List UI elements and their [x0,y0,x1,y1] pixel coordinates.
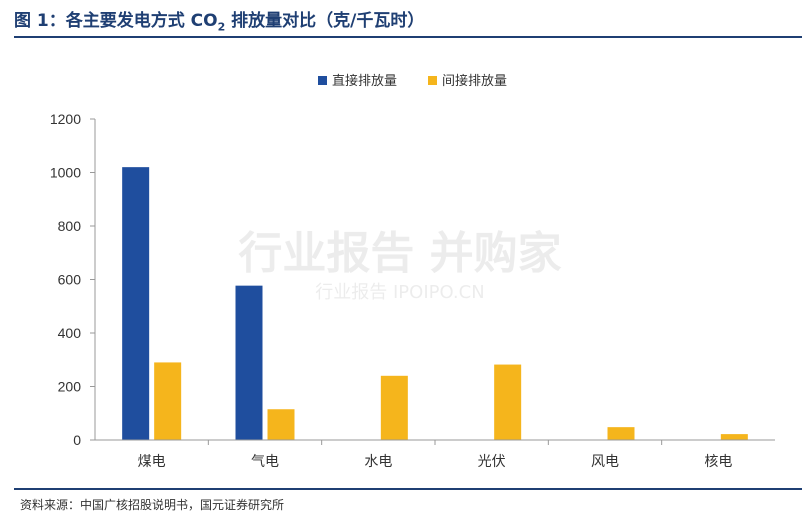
y-tick-label: 0 [73,432,81,448]
y-tick-label: 400 [58,325,82,341]
x-category-label: 气电 [251,454,279,470]
source-note: 资料来源：中国广核招股说明书，国元证券研究所 [20,498,285,512]
figure-title-subscript: 2 [217,20,226,34]
x-category-label: 光伏 [478,454,506,470]
x-category-label: 煤电 [138,454,166,470]
title-rule [14,36,802,38]
bar-indirect [154,362,182,440]
y-tick-label: 600 [58,272,82,288]
chart-legend: 直接排放量 间接排放量 [318,73,507,89]
x-axis: 煤电 气电 水电 光伏 风电 核电 [95,439,775,470]
legend-swatch-1 [428,76,437,85]
x-category-label: 水电 [364,454,392,470]
figure-title-prefix: 图 1：各主要发电方式 CO [14,11,218,31]
y-axis: 0 200 400 600 800 1000 1200 [50,111,96,448]
source-rule [14,488,802,490]
bar-indirect [720,434,748,440]
watermark-main: 行业报告 并购家 [238,228,561,279]
bar-direct [122,167,150,440]
legend-swatch-0 [318,76,327,85]
watermark-sub: 行业报告 IPOIPO.CN [315,282,484,303]
bar-indirect [607,427,635,440]
y-tick-label: 1200 [50,111,81,127]
legend-label-1: 间接排放量 [442,73,507,89]
bars [122,167,748,440]
figure-title: 图 1：各主要发电方式 CO2 排放量对比（克/千瓦时） [14,6,424,33]
bar-direct [235,285,263,440]
y-tick-label: 200 [58,379,82,395]
bar-indirect [267,409,295,440]
legend-label-0: 直接排放量 [332,73,397,89]
y-tick-label: 1000 [50,165,81,181]
y-tick-label: 800 [58,218,82,234]
bar-indirect [380,375,408,440]
x-category-label: 核电 [704,454,732,470]
figure-title-suffix: 排放量对比（克/千瓦时） [225,11,425,31]
x-category-label: 风电 [591,454,619,470]
watermark: 行业报告 并购家 行业报告 IPOIPO.CN [238,228,561,303]
bar-indirect [494,364,522,440]
